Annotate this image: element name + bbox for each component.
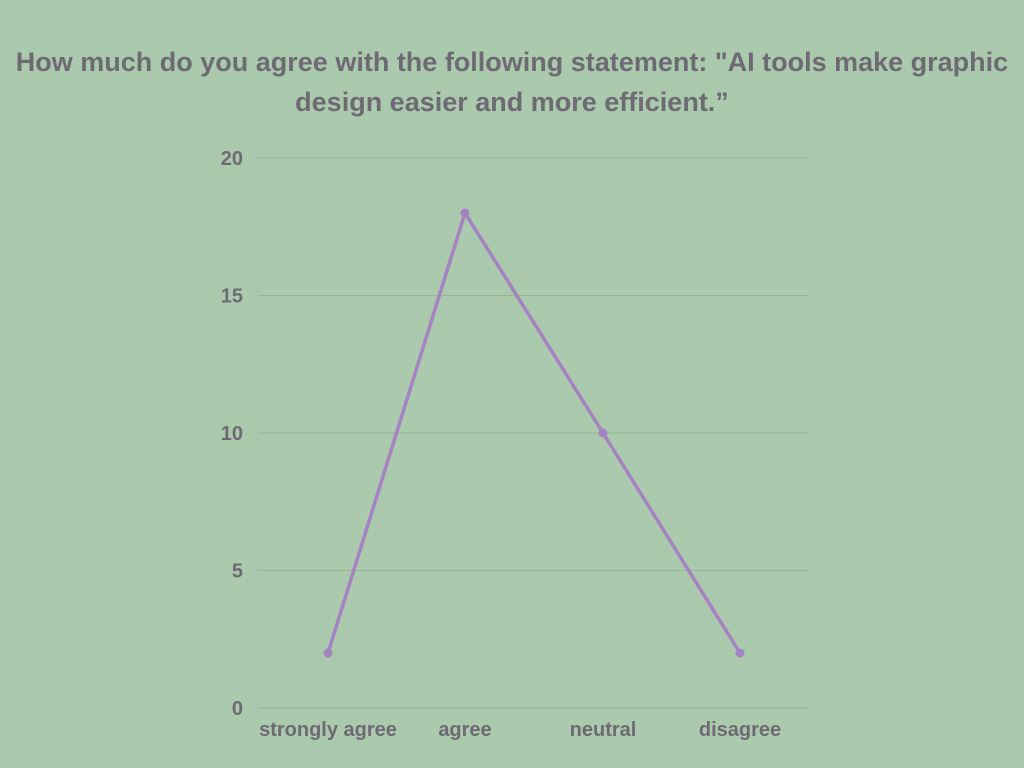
chart-title: How much do you agree with the following… [15,47,1009,117]
data-point [735,648,745,658]
y-tick-label: 20 [221,148,243,170]
data-point [598,428,608,438]
x-tick-label: neutral [570,719,637,741]
y-axis-tick-labels: 0 5 10 15 20 [221,148,243,720]
y-tick-label: 10 [221,423,243,445]
x-axis-tick-labels: strongly agree agree neutral disagree [259,719,781,741]
y-tick-label: 0 [232,698,243,720]
y-tick-label: 15 [221,286,243,308]
series-layer [323,208,745,658]
x-tick-label: disagree [699,719,781,741]
y-tick-label: 5 [232,561,243,583]
x-tick-label: agree [438,719,491,741]
grid-lines [258,157,808,709]
series-line [326,211,742,655]
data-point [323,648,333,658]
x-tick-label: strongly agree [259,719,397,741]
data-point [460,208,470,218]
